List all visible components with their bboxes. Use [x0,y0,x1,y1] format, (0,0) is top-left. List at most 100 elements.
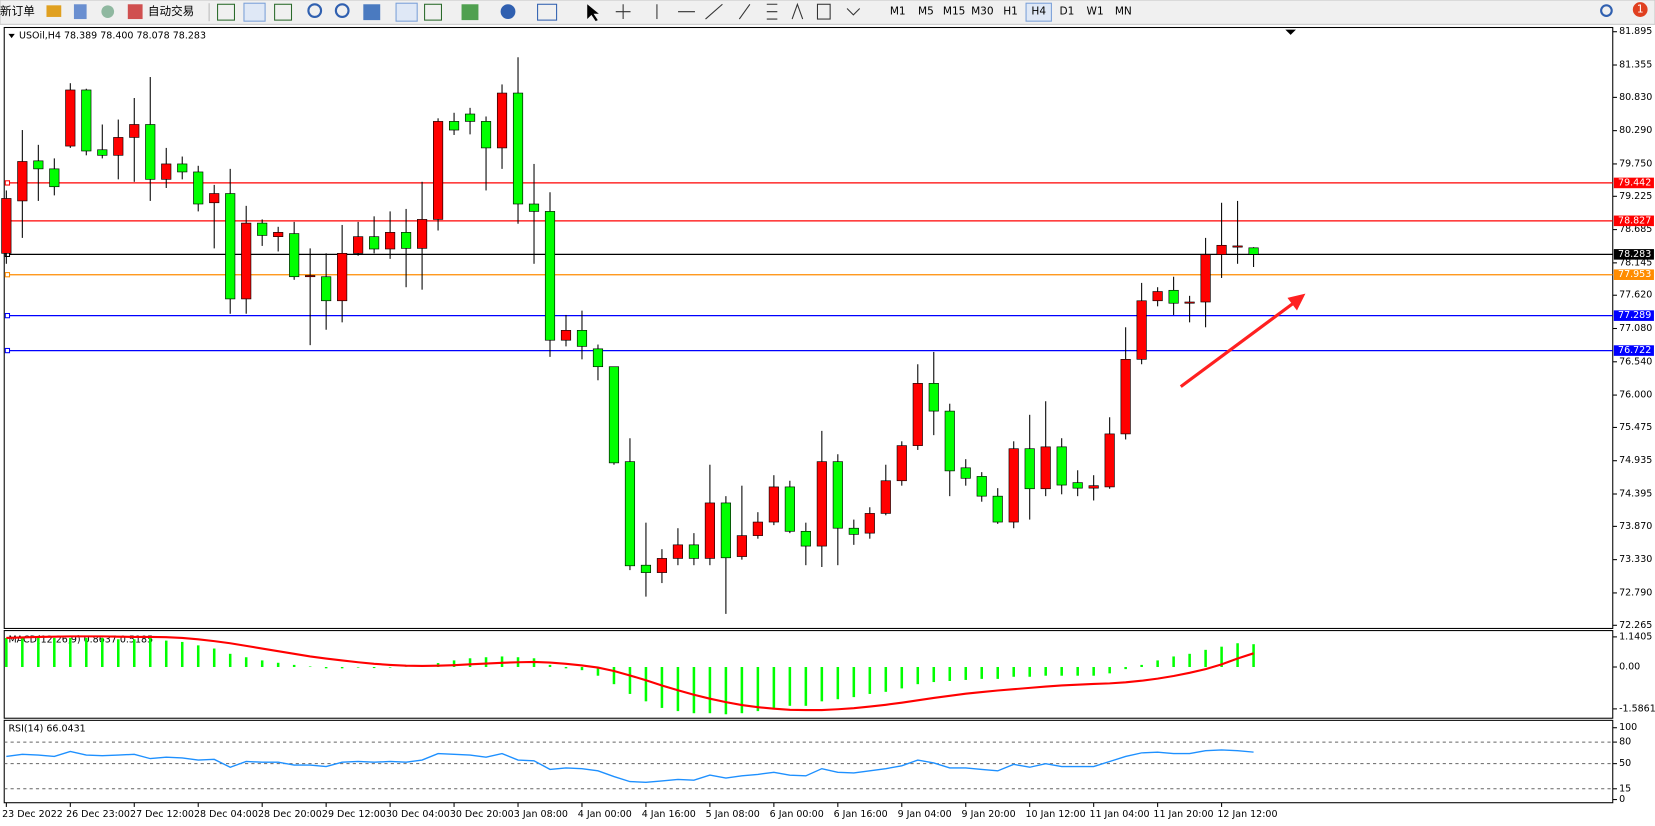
macd-bar [804,667,808,706]
text-tool[interactable] [791,2,804,20]
macd-bar [612,667,616,685]
candle-body [608,366,620,464]
macd-bar [788,667,792,706]
level-label-bg [1613,249,1654,260]
macd-bar [996,667,999,679]
icon[interactable] [243,2,266,22]
candle-body [1088,485,1099,489]
candle-body [1248,247,1259,255]
candle-body [321,276,332,302]
icon[interactable] [537,3,558,21]
candle-body [129,124,140,138]
macd-bar [724,667,728,715]
candle-body [672,544,683,559]
macd-bar [580,667,584,671]
icon[interactable] [46,5,62,17]
x-tick-label: 29 Dec 12:00 [322,809,386,820]
level-label: 77.953 [1618,269,1651,280]
x-tick-label: 4 Jan 00:00 [578,809,632,820]
icon[interactable] [101,5,115,18]
candle-body [369,236,380,250]
search-icon[interactable] [1600,4,1613,17]
macd-bar [468,658,472,668]
notification-count[interactable]: 1 [1637,4,1644,16]
macd-bar [37,637,40,668]
timeframe-button[interactable]: D1 [1060,6,1075,18]
macd-bar [1188,653,1191,668]
x-tick-label: 28 Dec 04:00 [194,809,258,820]
candle-body [768,486,779,523]
candle-body [1104,433,1115,488]
timeframe-button[interactable]: MN [1115,6,1132,18]
timeframe-active [1025,2,1052,22]
candle-body [848,527,859,535]
macd-bar [53,637,56,668]
icon[interactable] [274,3,293,21]
timeframe-button[interactable]: M1 [890,6,906,18]
y-tick-label: 77.080 [1619,323,1652,334]
macd-bar [260,660,264,668]
timeframe-button[interactable]: H4 [1031,6,1046,18]
channel-tool[interactable] [738,3,751,20]
y-tick-label: 15 [1619,783,1631,794]
plot: 81.895 81.355 80.830 80.290 79.750 79.225 78.6… [1,26,1655,820]
macd-bar [1028,667,1031,677]
cursor-tool[interactable] [587,4,599,22]
candle-body [33,160,44,170]
icon[interactable] [395,2,418,22]
macd-bar [836,667,840,700]
macd-bar [1012,667,1015,677]
candle-body [209,193,220,204]
timeframe-button[interactable]: M30 [971,6,994,18]
timeframe-button[interactable]: M15 [943,6,966,18]
icon[interactable] [127,4,143,20]
icon[interactable] [461,4,479,21]
x-tick-label: 26 Dec 23:00 [66,809,130,820]
timeframe-button[interactable]: W1 [1087,6,1104,18]
rsi-frame [3,719,1614,804]
chart-header: USOil,H4 78.389 78.400 78.078 78.283 [19,30,206,41]
macd-bar [324,667,328,669]
label-tool[interactable] [816,3,831,20]
level-label-bg [1613,345,1654,356]
candle-body [1136,300,1147,360]
candle-body [928,383,939,412]
header-arrow [8,33,15,39]
crosshair-tool[interactable] [615,4,631,20]
fibo-tool[interactable] [766,3,778,20]
notification-badge[interactable] [1632,2,1648,17]
candle-body [864,513,875,534]
candle-body [49,168,60,188]
candle-body [1200,254,1211,303]
candle-body [896,445,907,482]
icon[interactable] [500,4,516,20]
y-tick-label: 76.540 [1619,356,1652,367]
macd-bar [660,667,664,708]
macd-bar [228,653,232,668]
timeframe-button[interactable]: M5 [918,6,934,18]
zoom-out[interactable] [334,3,350,18]
trendline-tool[interactable] [705,3,723,20]
arrows-tool[interactable] [846,8,861,16]
macd-bar [708,667,712,714]
icon[interactable] [424,3,443,21]
new-order-button[interactable]: 新订单 [0,4,35,18]
candle-body [448,121,460,131]
icon[interactable] [217,3,235,21]
zoom-in[interactable] [307,3,323,18]
candle-body [480,121,492,149]
icon[interactable] [363,4,381,21]
macd-bar [292,664,296,668]
timeframe-button[interactable]: H1 [1003,6,1018,18]
macd-bar [340,667,344,669]
auto-trading-button[interactable]: 自动交易 [148,4,194,18]
icon[interactable] [73,4,87,20]
chart-shift-marker [1285,29,1296,35]
annotation-arrow [1179,300,1296,388]
level-handle [4,347,11,354]
macd-bar [85,637,88,668]
y-tick-label: 78.145 [1619,257,1652,268]
macd-bar [932,667,936,683]
level-label: 79.442 [1618,177,1651,188]
